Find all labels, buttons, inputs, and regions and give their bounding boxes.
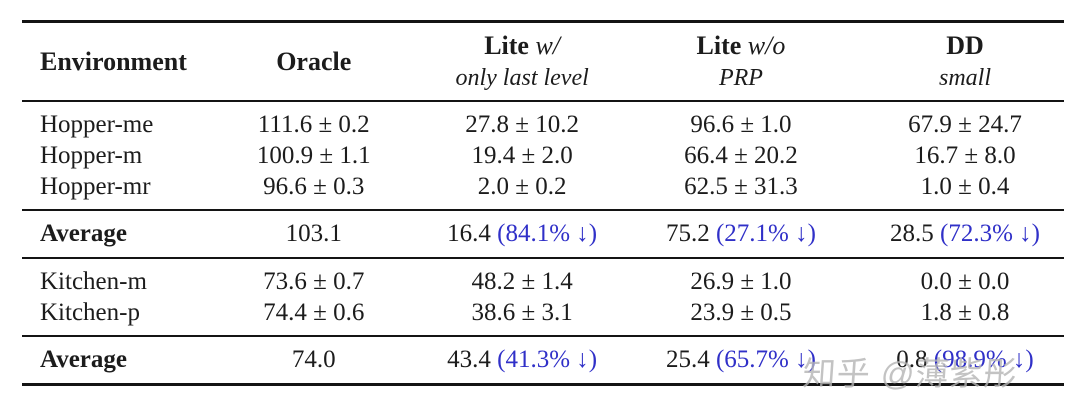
col-header-label: Lite [484, 30, 529, 60]
average-value: 28.5 [890, 220, 934, 247]
value-cell: 1.8 ± 0.8 [920, 299, 1010, 326]
value-cell: 66.4 ± 20.2 [684, 142, 798, 169]
value-cell: 19.4 ± 2.0 [471, 142, 573, 169]
value-cell: 111.6 ± 0.2 [257, 111, 370, 138]
environment-cell: Hopper-mr [40, 173, 151, 200]
average-value: 103.1 [285, 220, 342, 247]
table-row: Kitchen-m 73.6 ± 0.7 48.2 ± 1.4 26.9 ± 1.0 0… [22, 258, 1064, 297]
table-container: Environment Oracle Lite w/ only last lev… [22, 20, 1064, 386]
average-value-cell: 74.0 [199, 335, 429, 386]
value-cell: 23.9 ± 0.5 [690, 299, 792, 326]
col-header-environment: Environment [22, 21, 200, 102]
average-label-cell: Average [22, 335, 200, 386]
table-row: Hopper-m 100.9 ± 1.1 19.4 ± 2.0 66.4 ± 20.2… [22, 140, 1064, 171]
average-value: 75.2 [665, 220, 710, 247]
col-header-label: DD [946, 30, 984, 60]
value-cell: 100.9 ± 1.1 [256, 142, 371, 169]
average-value: 16.4 [447, 220, 491, 247]
average-row: Average 74.0 43.4 (41.3% ↓) 25.4 (65.7% ↓) 0… [22, 335, 1064, 386]
environment-cell: Kitchen-p [40, 299, 140, 326]
col-header-label: Environment [40, 47, 187, 76]
percent-drop-note: (72.3% ↓) [933, 220, 1040, 247]
average-value: 74.0 [291, 346, 336, 373]
col-header-label-qualifier: w/ [535, 30, 561, 60]
environment-cell: Hopper-m [40, 142, 143, 169]
value-cell: 74.4 ± 0.6 [263, 299, 365, 326]
col-header-subtitle: small [938, 64, 991, 91]
average-value-cell: 75.2 (27.1% ↓) [615, 209, 866, 259]
environment-cell: Kitchen-m [40, 268, 147, 295]
value-cell: 67.9 ± 24.7 [908, 111, 1022, 138]
col-header-label: Oracle [276, 47, 352, 76]
table-row: Hopper-mr 96.6 ± 0.3 2.0 ± 0.2 62.5 ± 31.3 1… [22, 171, 1064, 210]
value-cell: 96.6 ± 0.3 [263, 173, 365, 200]
value-cell: 1.0 ± 0.4 [920, 173, 1010, 200]
col-header-label: Lite [696, 30, 742, 60]
value-cell: 96.6 ± 1.0 [690, 111, 792, 138]
average-value: 25.4 [665, 346, 710, 373]
average-value-cell: 43.4 (41.3% ↓) [428, 335, 616, 386]
header-row: Environment Oracle Lite w/ only last lev… [22, 21, 1064, 102]
col-header-oracle: Oracle [199, 21, 429, 102]
results-table: Environment Oracle Lite w/ only last lev… [22, 20, 1064, 386]
value-cell: 48.2 ± 1.4 [471, 268, 573, 295]
table-row: Hopper-me 111.6 ± 0.2 27.8 ± 10.2 96.6 ± 1.… [22, 101, 1064, 140]
average-value-cell: 0.8 (98.9% ↓) [865, 335, 1064, 386]
average-label-cell: Average [22, 209, 200, 259]
percent-drop-note: (27.1% ↓) [709, 220, 816, 247]
value-cell: 0.0 ± 0.0 [920, 268, 1010, 295]
average-value-cell: 28.5 (72.3% ↓) [865, 209, 1064, 259]
percent-drop-note: (98.9% ↓) [927, 346, 1034, 373]
value-cell: 73.6 ± 0.7 [263, 268, 365, 295]
value-cell: 62.5 ± 31.3 [684, 173, 798, 200]
percent-drop-note: (41.3% ↓) [490, 346, 598, 373]
average-value: 43.4 [447, 346, 491, 373]
value-cell: 27.8 ± 10.2 [465, 111, 579, 138]
col-header-label-qualifier: w/o [747, 30, 786, 60]
percent-drop-note: (84.1% ↓) [490, 220, 598, 247]
col-header-subtitle: only last level [455, 64, 589, 91]
average-row: Average 103.1 16.4 (84.1% ↓) 75.2 (27.1% ↓)… [22, 209, 1064, 259]
average-value-cell: 103.1 [199, 209, 429, 259]
average-value-cell: 25.4 (65.7% ↓) [615, 335, 866, 386]
average-value: 0.8 [896, 346, 928, 373]
environment-cell: Hopper-me [40, 111, 154, 138]
col-header-lite-w: Lite w/ only last level [428, 21, 616, 102]
table-body: Hopper-me 111.6 ± 0.2 27.8 ± 10.2 96.6 ± 1.… [22, 101, 1064, 386]
col-header-dd: DD small [865, 21, 1064, 102]
average-value-cell: 16.4 (84.1% ↓) [428, 209, 616, 259]
col-header-subtitle: PRP [718, 64, 763, 91]
value-cell: 16.7 ± 8.0 [914, 142, 1016, 169]
table-header: Environment Oracle Lite w/ only last lev… [22, 21, 1064, 102]
percent-drop-note: (65.7% ↓) [709, 346, 816, 373]
table-row: Kitchen-p 74.4 ± 0.6 38.6 ± 3.1 23.9 ± 0.5 1… [22, 297, 1064, 336]
value-cell: 38.6 ± 3.1 [471, 299, 573, 326]
col-header-lite-wo: Lite w/o PRP [615, 21, 866, 102]
value-cell: 2.0 ± 0.2 [477, 173, 567, 200]
value-cell: 26.9 ± 1.0 [690, 268, 792, 295]
